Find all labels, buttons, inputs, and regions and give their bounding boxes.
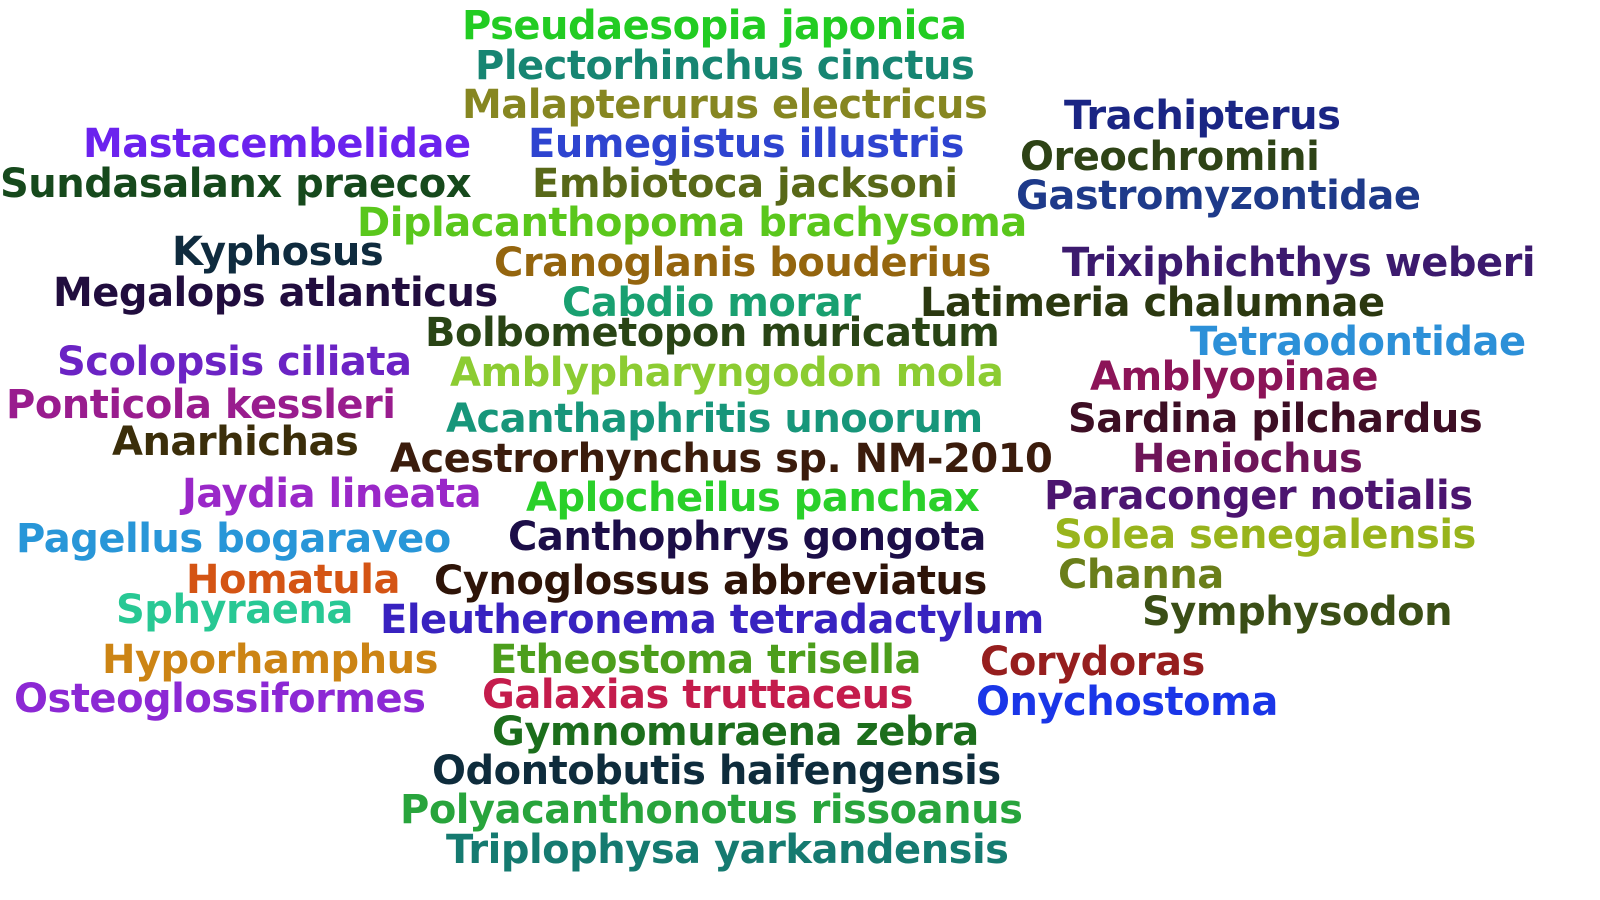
word-gastromyzontidae: Gastromyzontidae [1016,173,1421,219]
word-eumegistus-illustris: Eumegistus illustris [528,121,964,167]
word-acanthaphritis-unoorum: Acanthaphritis unoorum [446,396,983,442]
word-paraconger-notialis: Paraconger notialis [1044,473,1473,519]
word-osteoglossiformes: Osteoglossiformes [14,676,426,722]
word-ponticola-kessleri: Ponticola kessleri [6,382,396,428]
word-triplophysa-yarkandensis: Triplophysa yarkandensis [446,827,1009,873]
word-pseudaesopia-japonica: Pseudaesopia japonica [462,3,967,49]
word-bolbometopon-muricatum: Bolbometopon muricatum [425,310,1000,356]
word-amblyopinae: Amblyopinae [1090,354,1378,400]
word-plectorhinchus-cinctus: Plectorhinchus cinctus [475,43,975,89]
word-malapterurus-electricus: Malapterurus electricus [462,82,988,128]
word-jaydia-lineata: Jaydia lineata [182,471,482,517]
word-channa: Channa [1058,552,1224,598]
word-onychostoma: Onychostoma [976,679,1278,725]
word-megalops-atlanticus: Megalops atlanticus [53,270,498,316]
word-cabdio-morar: Cabdio morar [562,280,861,326]
word-sphyraena: Sphyraena [116,587,353,633]
word-eleutheronema-tetradactylum: Eleutheronema tetradactylum [380,597,1044,643]
word-anarhichas: Anarhichas [112,419,359,465]
word-scolopsis-ciliata: Scolopsis ciliata [57,339,412,385]
word-diplacanthopoma-brachysoma: Diplacanthopoma brachysoma [357,200,1027,246]
word-polyacanthonotus-rissoanus: Polyacanthonotus rissoanus [400,787,1023,833]
word-etheostoma-trisella: Etheostoma trisella [490,637,921,683]
word-amblypharyngodon-mola: Amblypharyngodon mola [450,350,1004,396]
word-latimeria-chalumnae: Latimeria chalumnae [920,280,1385,326]
word-canthophrys-gongota: Canthophrys gongota [508,514,986,560]
word-embiotoca-jacksoni: Embiotoca jacksoni [532,161,958,207]
word-kyphosus: Kyphosus [172,229,384,275]
word-aplocheilus-panchax: Aplocheilus panchax [526,475,980,521]
word-gymnomuraena-zebra: Gymnomuraena zebra [492,709,979,755]
word-mastacembelidae: Mastacembelidae [83,121,471,167]
word-pagellus-bogaraveo: Pagellus bogaraveo [16,516,451,562]
word-trachipterus: Trachipterus [1064,93,1341,139]
word-corydoras: Corydoras [980,639,1205,685]
word-oreochromini: Oreochromini [1020,134,1320,180]
word-tetraodontidae: Tetraodontidae [1190,319,1526,365]
word-sundasalanx-praecox: Sundasalanx praecox [0,161,472,207]
word-hyporhamphus: Hyporhamphus [102,637,438,683]
word-galaxias-truttaceus: Galaxias truttaceus [482,672,913,718]
word-cynoglossus-abbreviatus: Cynoglossus abbreviatus [434,558,987,604]
word-odontobutis-haifengensis: Odontobutis haifengensis [432,748,1001,794]
word-heniochus: Heniochus [1132,436,1363,482]
word-solea-senegalensis: Solea senegalensis [1054,512,1476,558]
word-symphysodon: Symphysodon [1142,589,1453,635]
word-cranoglanis-bouderius: Cranoglanis bouderius [494,240,991,286]
word-trixiphichthys-weberi: Trixiphichthys weberi [1062,240,1536,286]
word-sardina-pilchardus: Sardina pilchardus [1068,396,1483,442]
word-homatula: Homatula [186,557,400,603]
word-acestrorhynchus-sp-nm-2010: Acestrorhynchus sp. NM-2010 [390,436,1053,482]
